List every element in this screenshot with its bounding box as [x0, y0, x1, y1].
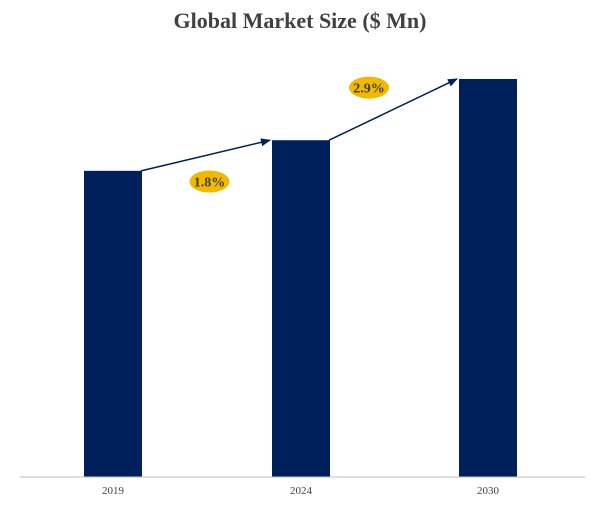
- cagr-label: 2.9%: [353, 82, 385, 97]
- bar-2030: [459, 78, 517, 477]
- growth-arrow-1: [140, 138, 271, 172]
- x-tick-label-2019: 2019: [102, 485, 125, 497]
- x-tick-label-2024: 2024: [290, 485, 313, 497]
- bar-2019: [84, 170, 142, 477]
- cagr-label: 1.8%: [194, 176, 226, 191]
- chart-title: Global Market Size ($ Mn): [173, 8, 427, 33]
- x-tick-label-2030: 2030: [477, 485, 500, 497]
- cagr-badge-shape: [349, 76, 389, 99]
- growth-arrow-2: [328, 78, 458, 141]
- cagr-badge-2: 2.9%: [349, 76, 389, 99]
- bar-2024: [272, 140, 330, 477]
- cagr-badge-1: 1.8%: [189, 170, 230, 193]
- cagr-badge-shape: [189, 170, 230, 193]
